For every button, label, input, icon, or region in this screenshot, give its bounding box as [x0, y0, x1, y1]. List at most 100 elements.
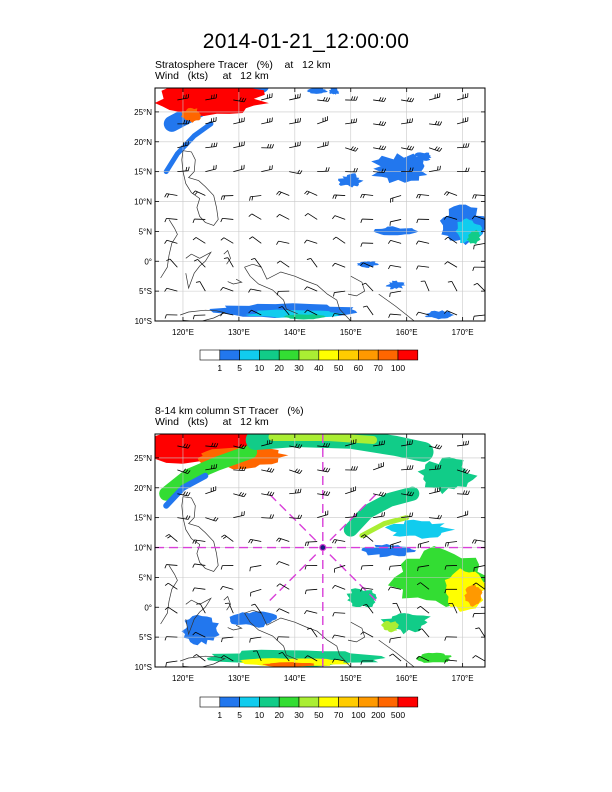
- colorbar-label-9: 100: [391, 363, 405, 373]
- wind-barb-5: [317, 96, 331, 102]
- coastline-3: [244, 267, 298, 315]
- wind-barb-4: [289, 93, 301, 101]
- tracer-east-blue: [371, 153, 428, 184]
- x-tick-label-1: 130°E: [228, 328, 250, 337]
- wind-barb-10: [456, 93, 469, 101]
- wind-barb-15: [261, 117, 273, 125]
- wind-barb-30: [345, 146, 359, 152]
- wind-barb-35: [484, 147, 485, 148]
- wind-barb-99: [248, 288, 262, 293]
- wind-barb-73: [192, 237, 206, 244]
- wind-barb-70: [443, 215, 458, 220]
- wind-barb-82: [444, 236, 458, 244]
- wind-barb-119: [472, 314, 485, 321]
- wind-barb-116: [388, 313, 402, 318]
- wind-barb-49: [192, 190, 206, 196]
- wind-barb-117: [415, 311, 430, 316]
- colorbar-label-2: 10: [255, 363, 265, 373]
- wind-barb-115: [362, 305, 374, 316]
- wind-barb-107: [473, 282, 485, 292]
- wind-barb-71: [471, 215, 485, 220]
- wind-barb-3: [261, 93, 273, 101]
- colorbar-box-5: [298, 349, 320, 361]
- wind-barb-101: [304, 286, 318, 292]
- wind-barb-100: [276, 290, 290, 296]
- wind-barb-41: [317, 167, 330, 173]
- colorbar-label-6: 50: [334, 363, 344, 373]
- colorbar-label-1: 5: [237, 363, 242, 373]
- wind-barb-32: [401, 145, 415, 151]
- wind-barb-58: [443, 191, 458, 196]
- coastline-5: [180, 309, 226, 321]
- panel2-title: 8-14 km column ST Tracer (%): [155, 405, 304, 417]
- wind-barb-50: [220, 195, 234, 200]
- tracer-south-green: [283, 314, 326, 320]
- colorbar-label-0: 1: [217, 363, 222, 373]
- wind-barb-77: [304, 239, 318, 244]
- colorbar-label-3: 20: [274, 363, 284, 373]
- plot-frame: [154, 87, 486, 322]
- x-tick-label-3: 150°E: [340, 328, 362, 337]
- wind-barb-69: [416, 218, 430, 224]
- wind-barb-94: [444, 261, 458, 268]
- wind-barb-22: [456, 117, 469, 125]
- y-tick-label-3: 5°N: [139, 227, 153, 236]
- wind-barb-83: [473, 242, 485, 250]
- wind-barb-2: [233, 97, 247, 103]
- x-tick-label-2: 140°E: [284, 328, 306, 337]
- wind-barb-74: [220, 237, 234, 244]
- wind-barb-104: [389, 290, 402, 297]
- tracer-east-top: [413, 152, 432, 161]
- wind-barb-102: [333, 290, 346, 297]
- wind-barb-56: [390, 195, 402, 203]
- colorbar-box-1: [219, 349, 240, 361]
- tracer-east-edge-green: [466, 229, 481, 245]
- colorbar-box-0: [199, 349, 221, 361]
- wind-barb-28: [289, 141, 301, 149]
- wind-barb-54: [332, 194, 346, 199]
- wind-barb-36: [177, 166, 190, 173]
- y-tick-label-1: 5°S: [139, 287, 152, 296]
- wind-barb-95: [472, 266, 485, 272]
- wind-barb-92: [388, 264, 402, 270]
- wind-barb-87: [250, 257, 262, 268]
- wind-barb-60: [164, 217, 178, 223]
- wind-barb-97: [195, 281, 206, 292]
- wind-barb-8: [401, 97, 415, 103]
- wind-barb-25: [205, 142, 218, 149]
- coastline-8: [227, 278, 243, 285]
- tracer-core-red: [155, 88, 269, 116]
- coastline-7: [223, 249, 231, 265]
- y-tick-label-0: 10°S: [135, 317, 152, 326]
- wind-barb-76: [276, 240, 290, 245]
- wind-barb-7: [373, 97, 387, 102]
- wind-barb-90: [332, 262, 346, 268]
- wind-barb-81: [415, 240, 430, 245]
- coastline-1: [160, 219, 178, 279]
- wind-barb-118: [443, 310, 458, 316]
- colorbar-box-3: [259, 349, 280, 361]
- wind-barb-24: [177, 141, 189, 149]
- colorbar-label-8: 70: [373, 363, 383, 373]
- y-tick-label-2: 0°: [144, 257, 152, 266]
- tracer-band-mid: [373, 226, 419, 236]
- wind-barb-1: [205, 93, 218, 101]
- wind-barb-29: [317, 141, 329, 149]
- wind-barb-34: [457, 143, 470, 149]
- colorbar-box-10: [397, 349, 419, 361]
- wind-barb-11: [484, 99, 485, 100]
- colorbar-box-7: [338, 349, 359, 361]
- wind-barb-75: [248, 236, 262, 244]
- coastline-9: [378, 293, 415, 321]
- wind-barb-61: [192, 218, 206, 223]
- wind-barb-20: [401, 118, 414, 125]
- wind-barb-109: [192, 314, 206, 320]
- wind-barb-19: [373, 121, 387, 126]
- wind-barb-98: [220, 286, 234, 292]
- y-tick-label-4: 10°N: [134, 198, 152, 207]
- wind-barb-16: [289, 117, 301, 125]
- wind-barb-105: [420, 280, 430, 292]
- wind-barb-46: [457, 167, 470, 173]
- wind-barb-79: [360, 242, 374, 247]
